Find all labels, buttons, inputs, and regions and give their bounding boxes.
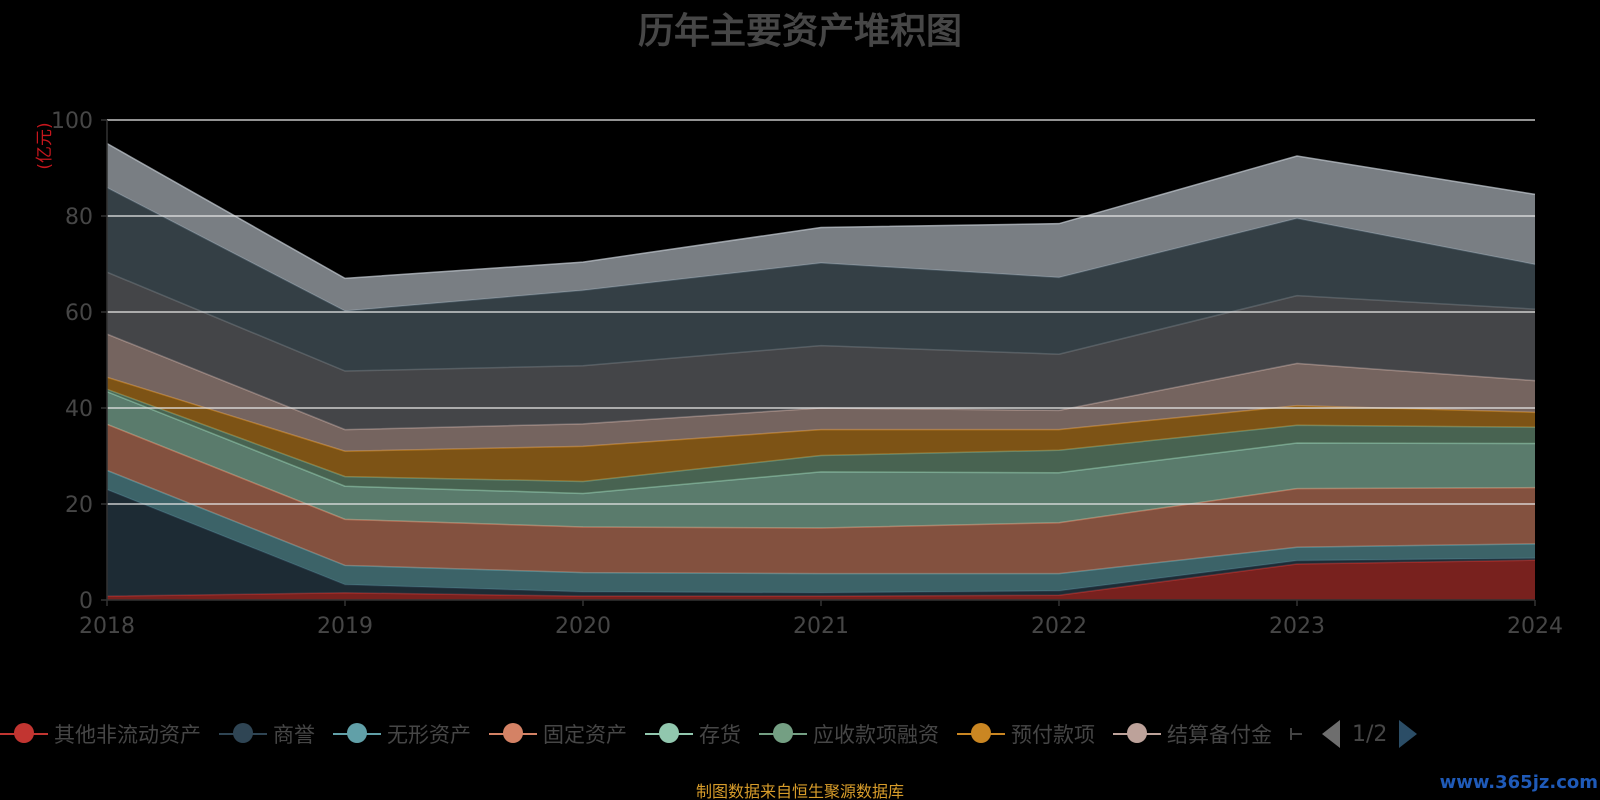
legend-next-page-icon[interactable] <box>1399 720 1418 748</box>
area-series-4 <box>107 391 1535 528</box>
legend-item-0[interactable]: 其他非流动资产 <box>0 719 201 749</box>
y-axis-unit-label: (亿元) <box>35 122 55 169</box>
legend-item-2[interactable]: 无形资产 <box>333 719 471 749</box>
area-series-8 <box>107 272 1535 430</box>
legend-page-indicator: 1/2 <box>1352 721 1388 747</box>
legend-label: 结算备付金 <box>1167 723 1272 747</box>
legend-truncation-icon <box>1290 728 1302 740</box>
legend-item-5[interactable]: 应收款项融资 <box>759 719 939 749</box>
legend-marker-icon <box>957 721 1005 747</box>
legend-marker-icon <box>1113 721 1161 747</box>
legend-label: 固定资产 <box>543 723 627 747</box>
legend-label: 应收款项融资 <box>813 723 939 747</box>
area-series-9 <box>107 187 1535 372</box>
legend-marker-icon <box>645 721 693 747</box>
legend-prev-page-icon[interactable] <box>1322 720 1340 748</box>
legend-item-3[interactable]: 固定资产 <box>489 719 627 749</box>
watermark-logo: www.365jz.com <box>1439 772 1598 793</box>
legend-label: 商誉 <box>273 723 315 747</box>
legend-label: 存货 <box>699 723 741 747</box>
area-series-7 <box>107 334 1535 452</box>
legend-marker-icon <box>0 721 48 747</box>
y-tick-label-4: 80 <box>65 205 93 230</box>
legend-item-7[interactable]: 结算备付金 <box>1113 719 1272 749</box>
legend-label: 无形资产 <box>387 723 471 747</box>
legend-label: 预付款项 <box>1011 723 1095 747</box>
legend-marker-icon <box>219 721 267 747</box>
y-tick-label-3: 60 <box>65 301 93 326</box>
legend-marker-icon <box>759 721 807 747</box>
area-series-2 <box>107 470 1535 593</box>
x-tick-label-0: 2018 <box>79 614 135 639</box>
area-series-3 <box>107 424 1535 574</box>
x-tick-label-5: 2023 <box>1269 614 1325 639</box>
x-tick-label-3: 2021 <box>793 614 849 639</box>
legend-marker-icon <box>333 721 381 747</box>
chart-legend: 其他非流动资产 商誉 无形资产 固定资产 存货 应收款项融资 预付款项 结算备付金 1/2 <box>0 714 1600 754</box>
legend-label: 其他非流动资产 <box>54 723 201 747</box>
y-tick-label-0: 0 <box>79 589 93 614</box>
area-edge-series-10 <box>106 142 1536 280</box>
legend-item-6[interactable]: 预付款项 <box>957 719 1095 749</box>
x-tick-label-4: 2022 <box>1031 614 1087 639</box>
area-series-0 <box>107 560 1535 600</box>
legend-marker-icon <box>489 721 537 747</box>
x-tick-label-6: 2024 <box>1507 614 1563 639</box>
area-series-6 <box>107 377 1535 482</box>
legend-pager: 1/2 <box>1322 720 1418 748</box>
chart-title: 历年主要资产堆积图 <box>637 11 962 52</box>
data-source-note: 制图数据来自恒生聚源数据库 <box>695 782 904 800</box>
area-series-10 <box>107 143 1535 312</box>
x-tick-label-1: 2019 <box>317 614 373 639</box>
legend-item-4[interactable]: 存货 <box>645 719 741 749</box>
y-tick-label-2: 40 <box>65 397 93 422</box>
y-tick-label-5: 100 <box>51 109 93 134</box>
area-series-5 <box>107 389 1535 494</box>
area-series-1 <box>107 489 1535 597</box>
y-tick-label-1: 20 <box>65 493 93 518</box>
legend-item-1[interactable]: 商誉 <box>219 719 315 749</box>
x-tick-label-2: 2020 <box>555 614 611 639</box>
